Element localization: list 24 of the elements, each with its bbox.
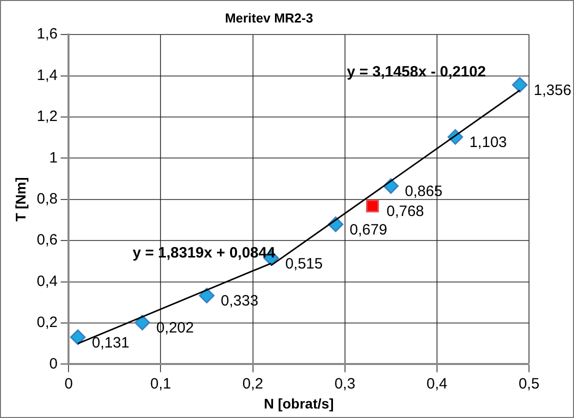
y-tick-label: 1,4 bbox=[36, 66, 58, 84]
y-tick-label: 0,8 bbox=[36, 190, 58, 208]
data-label: 0,515 bbox=[285, 255, 323, 272]
y-tick-label: 1,2 bbox=[36, 108, 58, 126]
x-tick-label: 0,5 bbox=[518, 375, 540, 392]
y-tick-label: 0 bbox=[49, 355, 58, 372]
y-tick-label: 1 bbox=[49, 149, 58, 166]
x-axis-title: N [obrat/s] bbox=[264, 395, 334, 412]
y-tick-label: 1,6 bbox=[36, 26, 58, 43]
y-axis-title: T [Nm] bbox=[12, 177, 28, 222]
x-tick-label: 0,4 bbox=[426, 375, 448, 392]
data-label: 1,356 bbox=[534, 82, 572, 100]
x-tick-label: 0 bbox=[64, 375, 73, 392]
y-tick-label: 0,4 bbox=[36, 272, 58, 290]
x-tick-label: 0,2 bbox=[242, 375, 264, 392]
data-label: 0,679 bbox=[350, 221, 388, 238]
x-tick-label: 0,1 bbox=[150, 375, 172, 392]
x-tick-label: 0,3 bbox=[334, 375, 356, 392]
y-tick-label: 0,2 bbox=[36, 314, 58, 332]
data-label: 1,103 bbox=[469, 134, 507, 152]
chart-title: Meritev MR2-3 bbox=[224, 10, 314, 26]
y-tick-label: 0,6 bbox=[36, 232, 58, 249]
data-label: 0,131 bbox=[92, 334, 130, 352]
data-label: 0,768 bbox=[386, 203, 424, 220]
